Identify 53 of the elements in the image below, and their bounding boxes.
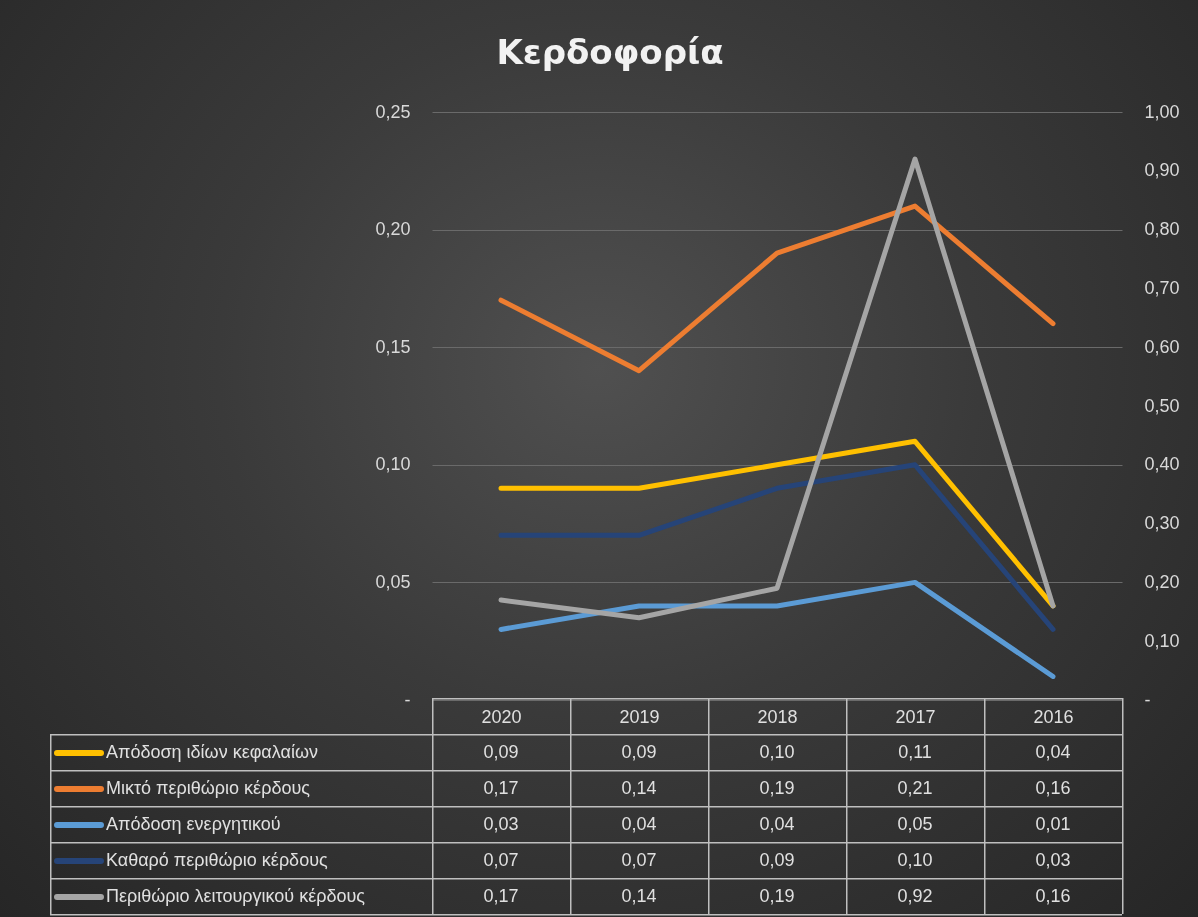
y2-tick-label: 0,40	[1144, 454, 1180, 475]
data-label: 0,01	[1034, 813, 1072, 836]
data-label: 0,09	[620, 741, 658, 764]
legend-label: Περιθώριο λειτουργικού κέρδους	[105, 885, 365, 908]
data-label: 0,10	[896, 849, 934, 872]
legend-label: Καθαρό περιθώριο κέρδους	[105, 849, 328, 872]
legend-label: Απόδοση ιδίων κεφαλαίων	[105, 741, 318, 764]
data-label: 0,04	[1034, 741, 1072, 764]
data-label: 0,07	[620, 849, 658, 872]
data-label: 0,07	[482, 849, 520, 872]
y2-tick-label: -	[1144, 689, 1151, 710]
data-label: 0,09	[482, 741, 520, 764]
data-label: 0,09	[758, 849, 796, 872]
x-tick-label: 2017	[895, 706, 936, 727]
y-tick-label: 0,25	[375, 101, 411, 122]
y-tick-label: 0,20	[375, 219, 411, 240]
x-tick-label: 2018	[757, 706, 798, 727]
data-label: 0,03	[482, 813, 520, 836]
chart-title: Κερδοφορία	[496, 32, 724, 72]
y-tick-label: -	[404, 689, 411, 710]
data-label: 0,03	[1034, 849, 1072, 872]
y2-tick-label: 0,70	[1144, 277, 1180, 298]
y-tick-label: 0,10	[375, 454, 411, 475]
x-tick-label: 2016	[1033, 706, 1074, 727]
data-label: 0,14	[620, 777, 658, 800]
y2-tick-label: 0,80	[1144, 219, 1180, 240]
data-label: 0,17	[482, 777, 520, 800]
y-tick-label: 0,05	[375, 571, 411, 592]
x-tick-label: 2019	[619, 706, 660, 727]
data-label: 0,16	[1034, 777, 1072, 800]
y2-tick-label: 0,90	[1144, 160, 1180, 181]
data-label: 0,04	[620, 813, 658, 836]
data-label: 0,16	[1034, 885, 1072, 908]
data-label: 0,10	[758, 741, 796, 764]
legend-label: Απόδοση ενεργητικού	[105, 813, 281, 836]
data-label: 0,04	[758, 813, 796, 836]
data-label: 0,14	[620, 885, 658, 908]
data-label: 0,21	[896, 777, 934, 800]
y2-tick-label: 0,30	[1144, 513, 1180, 534]
y2-tick-label: 1,00	[1144, 101, 1180, 122]
legend-label: Μικτό περιθώριο κέρδους	[105, 777, 310, 800]
y2-tick-label: 0,20	[1144, 571, 1180, 592]
x-tick-label: 2020	[481, 706, 522, 727]
data-label: 0,17	[482, 885, 520, 908]
y2-tick-label: 0,60	[1144, 336, 1180, 357]
data-label: 0,19	[758, 885, 796, 908]
data-label: 0,19	[758, 777, 796, 800]
y-tick-label: 0,15	[375, 336, 411, 357]
data-label: 0,11	[897, 741, 933, 764]
data-label: 0,92	[896, 885, 934, 908]
y2-tick-label: 0,50	[1144, 395, 1180, 416]
y2-tick-label: 0,10	[1144, 630, 1180, 651]
data-label: 0,05	[896, 813, 934, 836]
